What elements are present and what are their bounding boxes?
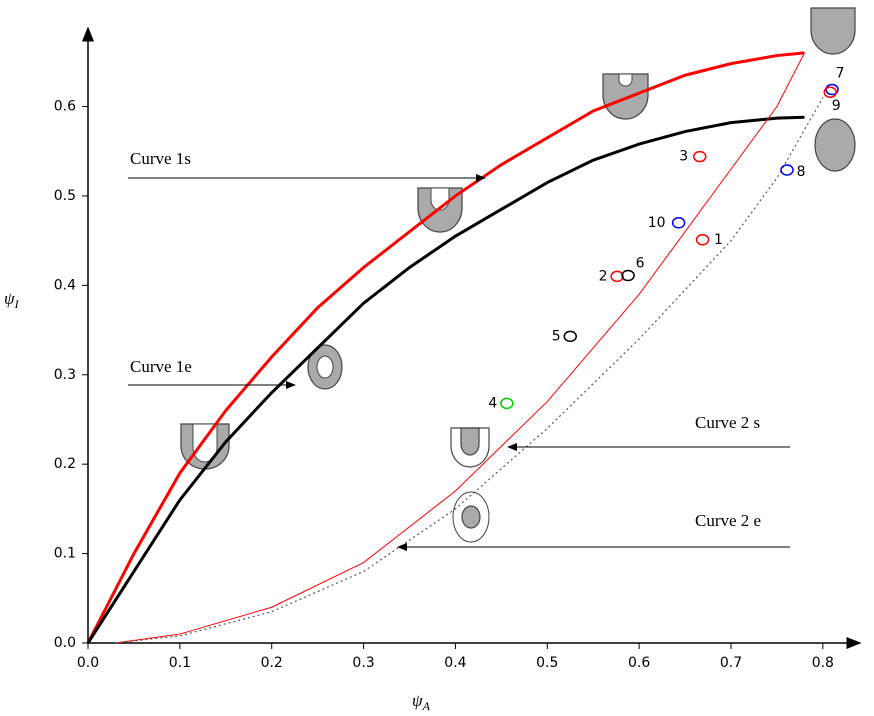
point-label: 8 xyxy=(797,164,806,180)
x-tick-label: 0.5 xyxy=(536,655,558,671)
data-point xyxy=(694,152,706,162)
point-label: 7 xyxy=(836,66,845,82)
x-tick-label: 0.2 xyxy=(261,655,283,671)
x-tick-label: 0.7 xyxy=(720,655,742,671)
x-tick-label: 0.4 xyxy=(444,655,466,671)
curve-label: Curve 2 e xyxy=(695,511,761,530)
y-tick-label: 0.2 xyxy=(54,456,76,472)
y-tick-label: 0.3 xyxy=(54,367,76,383)
data-point xyxy=(501,398,513,408)
y-tick-label: 0.4 xyxy=(54,277,76,293)
x-tick-label: 0.0 xyxy=(77,655,99,671)
point-label: 3 xyxy=(679,149,688,165)
data-point xyxy=(611,271,623,281)
curve xyxy=(88,53,804,643)
y-tick-label: 0.1 xyxy=(54,546,76,562)
data-point xyxy=(824,87,836,97)
x-tick-label: 0.8 xyxy=(812,655,834,671)
axis-subscript: A xyxy=(422,699,431,713)
chart: 0.0 0.1 0.2 0.3 0.4 0.5 0.6 0.7 0.8 0.0 0.1 0.2 0.3 0… xyxy=(0,0,874,716)
point-label: 4 xyxy=(488,395,497,411)
y-tick-label: 0.0 xyxy=(54,635,76,651)
x-tick-label: 0.6 xyxy=(628,655,650,671)
y-tick-label: 0.6 xyxy=(54,99,76,115)
y-tick-label: 0.5 xyxy=(54,188,76,204)
curve xyxy=(116,98,823,643)
ylabel-label: ψI xyxy=(4,289,20,311)
curve-label: Curve 2 s xyxy=(695,413,760,432)
curve-label: Curve 1s xyxy=(130,149,191,168)
point-label: 2 xyxy=(599,268,608,284)
data-point xyxy=(564,331,576,341)
point-label: 5 xyxy=(552,328,561,344)
point-label: 10 xyxy=(648,215,666,231)
data-point xyxy=(697,235,709,245)
page: {"chart_data": { "type": "line", "xlabel… xyxy=(0,0,874,716)
x-tick-label: 0.3 xyxy=(352,655,374,671)
shape-icons xyxy=(181,8,855,542)
data-point xyxy=(781,165,793,175)
x-tick-label: 0.1 xyxy=(169,655,191,671)
data-point xyxy=(673,218,685,228)
axis-subscript: I xyxy=(14,297,20,311)
xlabel-label: ψA xyxy=(412,691,431,713)
point-label: 6 xyxy=(636,256,645,272)
point-label: 1 xyxy=(714,232,723,248)
data-point xyxy=(622,271,634,281)
curve xyxy=(116,53,805,643)
axis-symbol: ψ xyxy=(412,691,423,710)
curve-label: Curve 1e xyxy=(130,357,192,376)
axis-symbol: ψ xyxy=(4,289,15,308)
point-label: 9 xyxy=(832,98,841,114)
